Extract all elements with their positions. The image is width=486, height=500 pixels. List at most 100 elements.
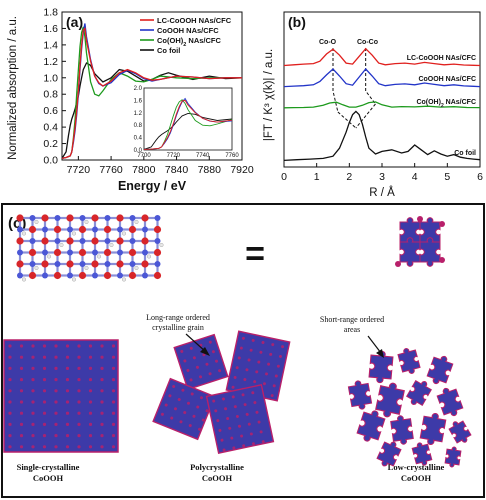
cobalt-atom: [17, 272, 23, 279]
short-range-annotation-line2: areas: [344, 325, 360, 334]
single-block-knob: [19, 434, 24, 438]
low-piece-9: [419, 412, 447, 446]
oxygen-atom: [153, 225, 162, 234]
hydrogen-atom: [59, 242, 64, 247]
grain-4-knob: [221, 397, 225, 401]
cobalt-atom: [92, 249, 98, 256]
cobalt-atom: [67, 226, 73, 233]
inset-ytick-label-5: 2.0: [134, 86, 143, 92]
hydrogen-atom: [146, 254, 151, 259]
single-block-knob: [111, 400, 116, 404]
grain-3: [152, 377, 216, 441]
low-piece-13-shape: [444, 446, 462, 468]
oxygen-atom: [16, 214, 24, 222]
single-block-knob: [8, 411, 12, 415]
single-block-knob: [88, 400, 93, 404]
panel-a-chart: 7720 7760 7800 7840 7880 7920 0.0 0.2 0.4 0.6 0.8 1…: [7, 7, 254, 194]
grain-3-knob: [199, 396, 203, 400]
inset-series-line-0: [144, 99, 232, 150]
single-block-knob: [31, 378, 35, 382]
panel-b-xlabel: R / Å: [369, 186, 395, 199]
grain-2-knob: [276, 364, 280, 368]
grain-4-knob: [222, 448, 226, 452]
cobalt-atom: [154, 261, 161, 267]
grain-4-knob: [214, 409, 218, 413]
inset-series-line-2: [144, 99, 232, 150]
caption-low-line1: Low-crystalline: [388, 462, 445, 472]
inset-ytick-label-2: 0.8: [134, 123, 143, 129]
grain-3-knob: [177, 398, 181, 402]
grain-1-knob: [215, 359, 219, 363]
single-block-knob: [54, 422, 58, 426]
grain-2-knob: [274, 374, 278, 378]
unit-knob: [439, 257, 445, 263]
low-piece-12: [411, 442, 433, 466]
single-block-knob: [111, 355, 116, 359]
b-curve-label-0: LC-CoOOH NAs/CFC: [407, 55, 476, 62]
low-piece-13: [444, 446, 462, 468]
single-block-knob: [8, 445, 12, 449]
single-block-knob: [65, 422, 70, 426]
single-block-knob: [100, 378, 104, 382]
unit-knob: [439, 221, 445, 227]
a-series-line-2: [61, 26, 242, 160]
a-series-line-0: [61, 26, 242, 160]
single-block-knob: [100, 411, 104, 415]
single-block-knob: [88, 434, 93, 438]
grain-3-body: [152, 377, 216, 441]
grain-3-knob: [205, 409, 209, 413]
grain-4-body: [205, 383, 275, 455]
low-piece-2-shape: [426, 355, 454, 385]
single-block-knob: [42, 400, 47, 404]
b-xtick-label-3: 3: [379, 171, 385, 183]
grain-4-knob: [218, 428, 222, 432]
cobalt-atom: [54, 215, 61, 221]
grain-4-knob: [226, 417, 230, 421]
cobalt-atom: [142, 226, 148, 233]
single-block-knob: [100, 355, 104, 359]
co-o-guide-line: [332, 48, 339, 113]
cobalt-atom: [104, 215, 111, 221]
grain-3-knob: [181, 388, 185, 392]
single-block-knob: [54, 389, 58, 393]
low-piece-11-shape: [376, 441, 402, 467]
panel-a-inset: 7700 7720 7740 7760 0.0 0.4 0.8 1.2 1.6 2.0: [134, 86, 240, 159]
grain-1-knob: [208, 340, 212, 344]
grain-2-knob: [281, 345, 285, 349]
single-block-knob: [111, 445, 116, 449]
single-block-knob: [88, 422, 93, 426]
cobalt-atom: [104, 238, 111, 244]
oxygen-atom: [141, 237, 149, 245]
caption-poly-line1: Polycrystalline: [190, 462, 244, 472]
oxygen-atom: [53, 271, 62, 280]
single-block-knob: [77, 355, 81, 359]
puzzle-unit-piece: [395, 216, 445, 267]
cobalt-atom: [117, 249, 123, 256]
grain-3-knob: [186, 401, 190, 405]
grain-3-knob: [179, 420, 183, 424]
grain-2: [225, 330, 291, 402]
single-block-knob: [111, 411, 116, 415]
single-block-knob: [8, 355, 12, 359]
single-block-knob: [111, 378, 116, 382]
grain-3-knob: [196, 405, 200, 409]
single-block-knob: [31, 344, 35, 348]
oxygen-atom: [16, 260, 24, 268]
cobalt-atom: [42, 272, 48, 279]
grain-2-knob: [239, 346, 243, 350]
hydrogen-atom: [34, 266, 39, 271]
b-curve-label-2: Co(OH)2 NAs/CFC: [416, 99, 476, 109]
grain-4-knob: [224, 407, 228, 411]
co-o-annotation: Co-O: [319, 39, 337, 46]
oxygen-atom: [116, 214, 124, 222]
cobalt-atom: [154, 238, 161, 244]
long-range-arrow-head: [200, 347, 210, 356]
low-piece-12-shape: [411, 442, 433, 466]
grain-4-knob: [241, 393, 245, 397]
oxygen-atom: [66, 214, 74, 222]
grain-2-knob: [251, 338, 255, 342]
low-piece-9-shape: [419, 412, 447, 446]
cobalt-atom: [129, 215, 136, 221]
low-piece-0: [368, 350, 394, 384]
single-crystalline-block: [3, 339, 119, 453]
